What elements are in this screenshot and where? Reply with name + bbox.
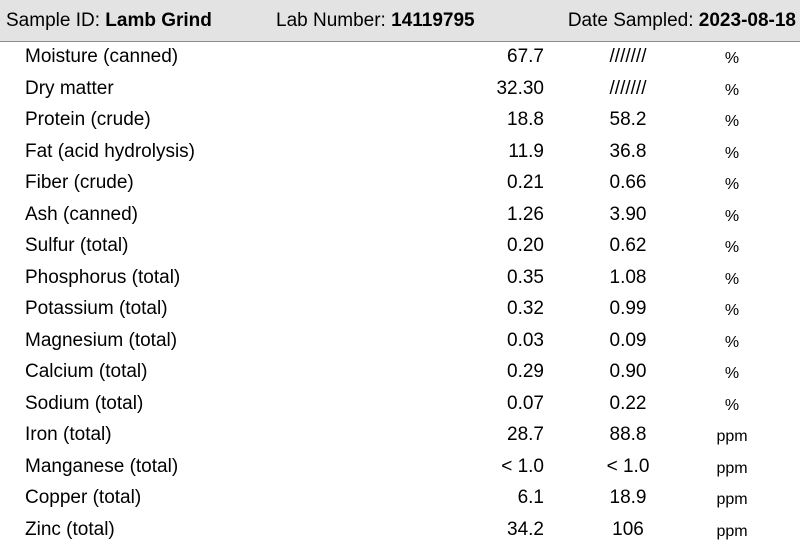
results-table: Moisture (canned) 67.7 ///////% Dry matter 3… [0,41,800,545]
dry-basis-value: 0.09 [609,329,647,351]
nutrient-name: Sodium (total) [25,392,144,414]
as-fed-value: 0.29 [507,361,544,382]
unit-label: % [724,365,740,382]
unit-label: % [724,239,740,256]
table-row: Fat (acid hydrolysis) 11.9 36.8% [0,136,800,168]
unit-label: % [724,176,740,193]
lab-number: Lab Number: 14119795 [276,0,475,41]
unit-label: % [724,81,740,99]
lab-number-value: 14119795 [391,10,475,31]
table-row: Copper (total) 6.1 18.9 ppm [0,482,800,514]
unit-label: % [724,113,740,130]
table-row: Sulfur (total) 0.20 0.62% [0,230,800,262]
table-row: Zinc (total) 34.2 106 ppm [0,514,800,546]
nutrient-name: Fiber (crude) [25,172,134,193]
unit-label: ppm [716,522,748,540]
as-fed-value: 0.20 [507,235,544,256]
dry-basis-value: 0.90 [609,361,647,382]
table-row: Potassium (total) 0.32 0.99% [0,293,800,325]
as-fed-value: 32.30 [496,77,544,99]
unit-label: % [724,50,740,67]
table-row: Manganese (total) < 1.0 < 1.0 ppm [0,451,800,483]
nutrient-name: Sulfur (total) [25,235,129,256]
as-fed-value: 0.32 [507,298,544,319]
nutrient-name: Magnesium (total) [25,329,178,351]
dry-basis-value: 0.62 [609,235,647,256]
table-row: Calcium (total) 0.29 0.90% [0,356,800,388]
table-row: Moisture (canned) 67.7 ///////% [0,41,800,73]
table-row: Sodium (total) 0.07 0.22% [0,388,800,420]
as-fed-value: 1.26 [507,203,544,225]
table-row: Protein (crude) 18.8 58.2% [0,104,800,136]
sample-id-value: Lamb Grind [105,10,212,31]
dry-basis-value: 36.8 [609,140,647,162]
report-header: Sample ID: Lamb Grind Lab Number: 141197… [0,0,800,42]
unit-label: % [724,333,740,351]
as-fed-value: 34.2 [507,518,544,540]
unit-label: % [724,396,740,414]
dry-basis-value: 106 [612,518,644,540]
unit-label: ppm [716,491,748,508]
dry-basis-value: /////// [609,77,647,99]
nutrient-name: Protein (crude) [25,109,151,130]
as-fed-value: 0.35 [507,266,544,288]
dry-basis-value: 3.90 [609,203,647,225]
nutrient-name: Moisture (canned) [25,46,179,67]
table-row: Iron (total) 28.7 88.8 ppm [0,419,800,451]
nutrient-name: Copper (total) [25,487,142,508]
sample-id: Sample ID: Lamb Grind [6,0,212,41]
dry-basis-value: 0.66 [609,172,647,193]
date-sampled: Date Sampled: 2023-08-18 [568,0,796,41]
unit-label: % [724,270,740,288]
unit-label: ppm [716,428,748,445]
nutrient-name: Phosphorus (total) [25,266,181,288]
nutrient-name: Calcium (total) [25,361,148,382]
unit-label: % [724,302,740,319]
table-row: Ash (canned) 1.26 3.90% [0,199,800,231]
as-fed-value: 11.9 [508,140,544,162]
lab-number-label: Lab Number: [276,10,386,31]
nutrient-name: Dry matter [25,77,114,99]
as-fed-value: 0.07 [507,392,544,414]
dry-basis-value: < 1.0 [606,455,650,477]
as-fed-value: 67.7 [507,46,544,67]
date-sampled-value: 2023-08-18 [698,10,796,31]
nutrient-name: Potassium (total) [25,298,168,319]
table-row: Dry matter 32.30 ///////% [0,73,800,105]
as-fed-value: 28.7 [507,424,544,445]
dry-basis-value: 0.22 [609,392,647,414]
as-fed-value: 0.03 [507,329,544,351]
dry-basis-value: 58.2 [609,109,647,130]
unit-label: % [724,207,740,225]
dry-basis-value: 0.99 [609,298,647,319]
nutrient-name: Iron (total) [25,424,112,445]
dry-basis-value: 1.08 [609,266,647,288]
dry-basis-value: 18.9 [609,487,647,508]
as-fed-value: 6.1 [517,487,544,508]
as-fed-value: < 1.0 [501,455,544,477]
unit-label: ppm [716,459,748,477]
as-fed-value: 0.21 [507,172,544,193]
table-row: Fiber (crude) 0.21 0.66% [0,167,800,199]
nutrient-name: Fat (acid hydrolysis) [25,140,195,162]
as-fed-value: 18.8 [507,109,544,130]
date-sampled-label: Date Sampled: [567,10,694,31]
nutrient-name: Manganese (total) [25,455,179,477]
dry-basis-value: 88.8 [609,424,647,445]
nutrient-name: Ash (canned) [25,203,139,225]
sample-id-label: Sample ID: [6,10,100,31]
nutrient-name: Zinc (total) [25,518,115,540]
dry-basis-value: /////// [609,46,647,67]
table-row: Magnesium (total) 0.03 0.09% [0,325,800,357]
table-row: Phosphorus (total) 0.35 1.08% [0,262,800,294]
unit-label: % [724,144,740,162]
